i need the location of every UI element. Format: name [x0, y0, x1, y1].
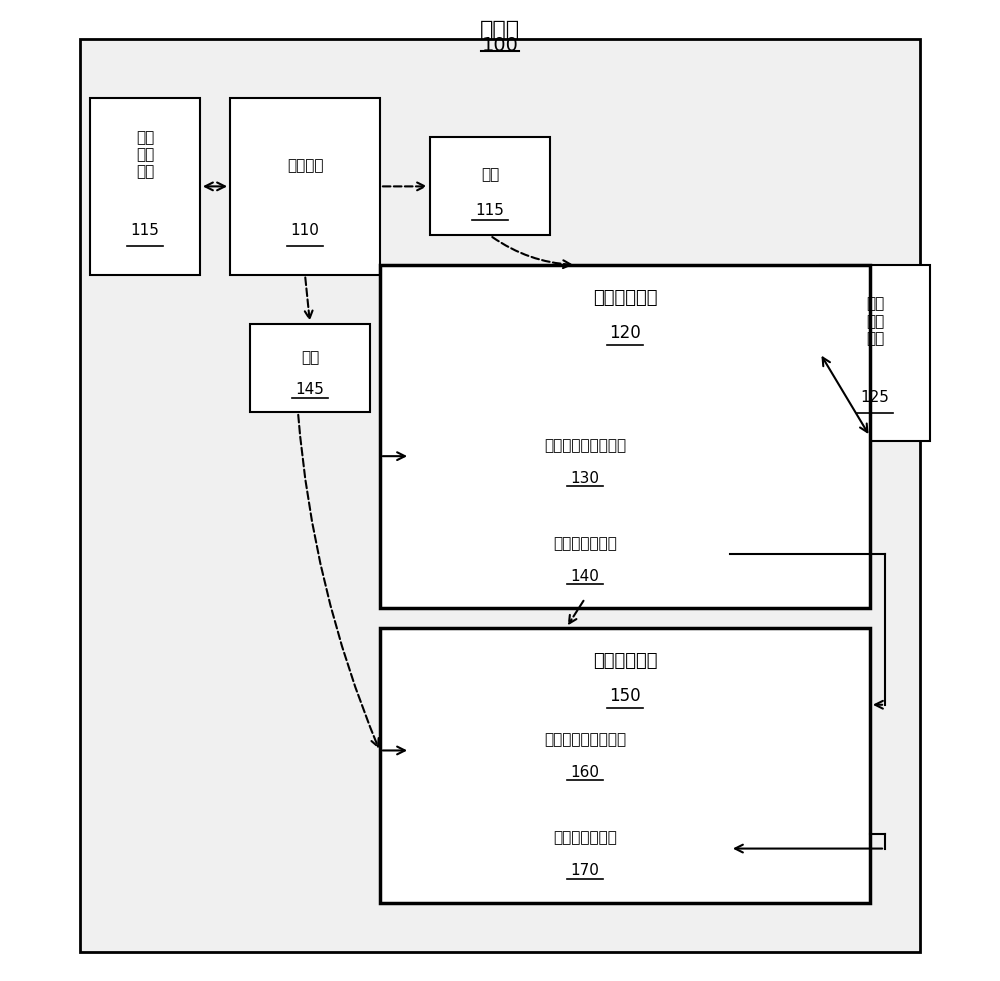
Text: 170: 170 — [571, 863, 599, 878]
Bar — [380, 265, 870, 608]
Text: 辅助线程状态寄存器: 辅助线程状态寄存器 — [544, 439, 626, 453]
Bar — [90, 98, 200, 275]
Text: 指令: 指令 — [481, 167, 499, 182]
Text: 处理器: 处理器 — [480, 20, 520, 39]
Text: 辅助线程寄存器: 辅助线程寄存器 — [553, 831, 617, 846]
Bar — [250, 324, 370, 412]
Bar — [230, 98, 380, 275]
Bar — [410, 412, 760, 500]
Text: 软件程序: 软件程序 — [287, 158, 323, 173]
Text: 100: 100 — [482, 36, 518, 55]
Bar — [820, 265, 930, 441]
Text: 软件
状态
存储: 软件 状态 存储 — [136, 129, 154, 180]
Text: 125: 125 — [861, 389, 889, 405]
Text: 145: 145 — [296, 383, 324, 397]
Text: 130: 130 — [570, 471, 600, 486]
Text: 硬件
状态
存储: 硬件 状态 存储 — [866, 296, 884, 346]
Bar — [410, 706, 760, 795]
Bar — [440, 510, 730, 598]
Text: 辅助硬件线程: 辅助硬件线程 — [593, 652, 657, 670]
Bar — [440, 804, 730, 893]
Text: 110: 110 — [291, 223, 319, 238]
Text: 140: 140 — [571, 569, 599, 584]
Text: 160: 160 — [570, 765, 600, 780]
Bar — [80, 39, 920, 952]
Text: 115: 115 — [476, 203, 504, 219]
Text: 指令: 指令 — [301, 350, 319, 365]
Bar — [380, 628, 870, 903]
Bar — [430, 137, 550, 235]
Text: 辅助线程状态寄存器: 辅助线程状态寄存器 — [544, 733, 626, 748]
Text: 120: 120 — [609, 324, 641, 341]
Text: 发起硬件线程: 发起硬件线程 — [593, 289, 657, 307]
Text: 150: 150 — [609, 687, 641, 704]
Text: 115: 115 — [131, 223, 159, 238]
Text: 发起线程寄存器: 发起线程寄存器 — [553, 537, 617, 551]
